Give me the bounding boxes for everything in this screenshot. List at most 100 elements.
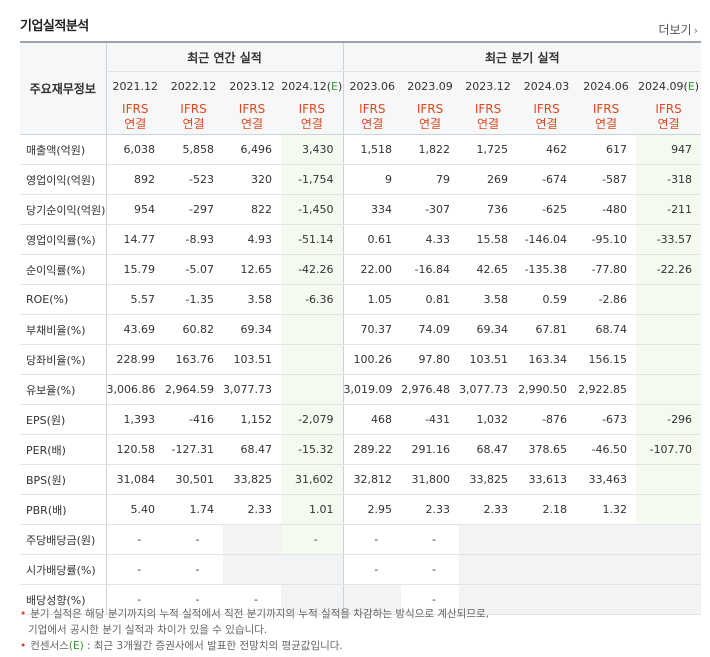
more-label[interactable]: 더보기 (658, 23, 692, 37)
table-cell: 9 (342, 164, 402, 195)
table-cell: 3,006.86 (105, 374, 164, 405)
table-cell: 954 (105, 194, 164, 225)
table-cell: 32,812 (342, 464, 402, 495)
table-cell: 1.01 (281, 494, 344, 525)
basis-header: IFRS 연결 (223, 100, 281, 135)
table-cell: 100.26 (342, 344, 402, 375)
table-cell: 6,496 (223, 134, 281, 165)
table-row: 영업이익률(%) 14.77 -8.93 4.93 -51.14 0.61 4.33 15.5… (20, 224, 702, 255)
period-header: 2024.09(E) (636, 71, 702, 100)
basis-header: IFRS 연결 (576, 100, 637, 135)
table-cell: -146.04 (517, 224, 577, 255)
table-cell: 43.69 (105, 314, 164, 345)
basis-header: IFRS 연결 (342, 100, 402, 135)
table-cell: -5.07 (164, 254, 223, 285)
table-cell: 4.33 (401, 224, 460, 255)
row-label: PBR(배) (20, 494, 106, 525)
table-cell: -297 (164, 194, 223, 225)
table-cell: 320 (223, 164, 281, 195)
row-label: PER(배) (20, 434, 106, 465)
table-cell: 269 (459, 164, 518, 195)
table-cell: 5.40 (105, 494, 164, 525)
period-header: 2023.06 (342, 71, 402, 100)
table-cell (281, 554, 344, 585)
table-cell: 1,822 (401, 134, 460, 165)
table-cell: 103.51 (459, 344, 518, 375)
table-cell: 60.82 (164, 314, 223, 345)
table-cell: 468 (342, 404, 402, 435)
table-cell (576, 554, 637, 585)
table-cell: 3,430 (281, 134, 344, 165)
table-cell: -318 (636, 164, 702, 195)
table-cell: -1.35 (164, 284, 223, 315)
row-label: ROE(%) (20, 284, 106, 315)
more-link[interactable]: 더보기 › (658, 21, 698, 38)
table-cell: 2.33 (459, 494, 518, 525)
period-header: 2024.12(E) (281, 71, 344, 100)
table-cell: 68.47 (459, 434, 518, 465)
table-cell: - (105, 554, 164, 585)
table-cell: 947 (636, 134, 702, 165)
table-cell (342, 584, 402, 615)
table-cell (459, 524, 518, 555)
basis-header: IFRS 연결 (105, 100, 164, 135)
table-cell: 289.22 (342, 434, 402, 465)
table-cell: 736 (459, 194, 518, 225)
footnote-1-cont: 기업에서 공시한 분기 실적과 차이가 있을 수 있습니다. (28, 624, 268, 636)
table-cell: 2.33 (401, 494, 460, 525)
table-cell: 31,800 (401, 464, 460, 495)
table-row: 매출액(억원) 6,038 5,858 6,496 3,430 1,518 1,822 1,7… (20, 134, 702, 165)
table-cell: 5,858 (164, 134, 223, 165)
table-cell: 74.09 (401, 314, 460, 345)
table-cell: 33,613 (517, 464, 577, 495)
row-label: 매출액(억원) (20, 134, 106, 165)
table-cell (636, 494, 702, 525)
table-cell (281, 344, 344, 375)
table-cell: -523 (164, 164, 223, 195)
table-cell: 3,077.73 (459, 374, 518, 405)
table-cell: 2,922.85 (576, 374, 637, 405)
table-cell (636, 584, 702, 615)
table-cell: 2.18 (517, 494, 577, 525)
table-cell: 1,393 (105, 404, 164, 435)
table-cell: 70.37 (342, 314, 402, 345)
table-cell: 1,725 (459, 134, 518, 165)
table-cell (636, 524, 702, 555)
table-cell: -2.86 (576, 284, 637, 315)
table-cell: -46.50 (576, 434, 637, 465)
table-cell: -15.32 (281, 434, 344, 465)
period-header: 2024.03 (517, 71, 577, 100)
table-cell: -33.57 (636, 224, 702, 255)
table-cell (517, 554, 577, 585)
table-cell: -674 (517, 164, 577, 195)
table-row: BPS(원) 31,084 30,501 33,825 31,602 32,812 31,8… (20, 464, 702, 495)
table-cell: -107.70 (636, 434, 702, 465)
table-cell: 2,990.50 (517, 374, 577, 405)
table-cell (576, 584, 637, 615)
table-cell: -587 (576, 164, 637, 195)
period-header: 2022.12 (164, 71, 223, 100)
table-cell: 378.65 (517, 434, 577, 465)
table-cell: -22.26 (636, 254, 702, 285)
table-cell: -876 (517, 404, 577, 435)
table-cell: - (105, 524, 164, 555)
row-label: 유보율(%) (20, 374, 106, 405)
table-cell: - (105, 584, 164, 615)
table-row: 순이익률(%) 15.79 -5.07 12.65 -42.26 22.00 -16.84 4… (20, 254, 702, 285)
table-cell (636, 554, 702, 585)
table-cell: 31,602 (281, 464, 344, 495)
basis-header: IFRS 연결 (164, 100, 223, 135)
table-cell (459, 584, 518, 615)
table-cell: - (401, 554, 460, 585)
period-header: 2024.06 (576, 71, 637, 100)
table-row: 영업이익(억원) 892 -523 320 -1,754 9 79 269 -674 -587 -3… (20, 164, 702, 195)
section-title: 기업실적분석 (20, 19, 89, 34)
table-cell: 33,825 (459, 464, 518, 495)
table-cell: 2.33 (223, 494, 281, 525)
footnote-2: • 컨센서스(E) : 최근 3개월간 증권사에서 발표한 전망치의 평균값입니다… (20, 640, 343, 652)
table-cell: 3.58 (459, 284, 518, 315)
row-label: 배당성향(%) (20, 584, 106, 615)
table-cell: -673 (576, 404, 637, 435)
table-cell (223, 524, 281, 555)
table-cell: 120.58 (105, 434, 164, 465)
